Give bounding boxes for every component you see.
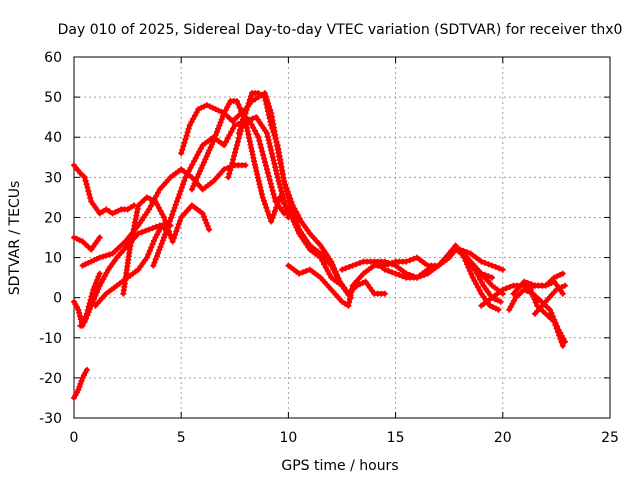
series-arc-2: [71, 162, 137, 217]
series-arc-16: [371, 242, 502, 313]
series-markers: [178, 102, 288, 217]
series-arc-8: [120, 194, 213, 297]
y-tick-label: 20: [44, 210, 62, 226]
y-tick-label: 10: [44, 251, 62, 267]
series-arc-4: [71, 234, 103, 253]
y-tick-label: 30: [44, 170, 62, 186]
series-arc-10: [178, 102, 288, 217]
y-tick-label: 50: [44, 90, 62, 106]
series-arc-23: [532, 282, 568, 317]
series-arc-1: [71, 366, 90, 401]
series-markers: [532, 282, 568, 317]
series-markers: [150, 114, 292, 269]
series-arc-22: [521, 278, 566, 297]
series-markers: [371, 242, 502, 313]
chart-title: Day 010 of 2025, Sidereal Day-to-day VTE…: [58, 22, 623, 38]
series-arc-9: [150, 114, 292, 269]
x-tick-label: 5: [177, 430, 186, 446]
series-markers: [446, 246, 504, 305]
series-arc-13: [236, 90, 354, 301]
x-tick-label: 25: [601, 430, 619, 446]
grid: [74, 57, 610, 418]
x-axis-label: GPS time / hours: [281, 458, 398, 474]
series-arc-20: [506, 286, 568, 345]
series-markers: [456, 246, 506, 273]
x-tick-label: 10: [279, 430, 297, 446]
series-markers: [236, 90, 354, 301]
x-tick-label: 20: [494, 430, 512, 446]
y-tick-label: 40: [44, 130, 62, 146]
y-tick-label: -20: [39, 371, 62, 387]
series-markers: [506, 286, 568, 345]
series-arc-11: [188, 98, 352, 297]
series-arc-7: [92, 222, 172, 309]
y-axis-label: SDTVAR / TECUs: [7, 181, 23, 296]
series-markers: [71, 234, 103, 253]
axis-ticks: 0 5 10 15 20 25 -30 -20 -10 0 10 20 30 40 50 60: [39, 50, 619, 446]
y-tick-label: -30: [39, 411, 62, 427]
series-markers: [120, 194, 213, 297]
series-arc-18: [456, 246, 506, 273]
x-tick-label: 0: [70, 430, 79, 446]
series-markers: [71, 366, 90, 401]
y-tick-label: 0: [53, 291, 62, 307]
y-tick-label: 60: [44, 50, 62, 66]
data-series: [71, 90, 568, 401]
y-tick-label: -10: [39, 331, 62, 347]
series-markers: [71, 162, 137, 217]
series-markers: [92, 222, 172, 309]
series-markers: [521, 278, 566, 297]
x-tick-label: 15: [387, 430, 405, 446]
